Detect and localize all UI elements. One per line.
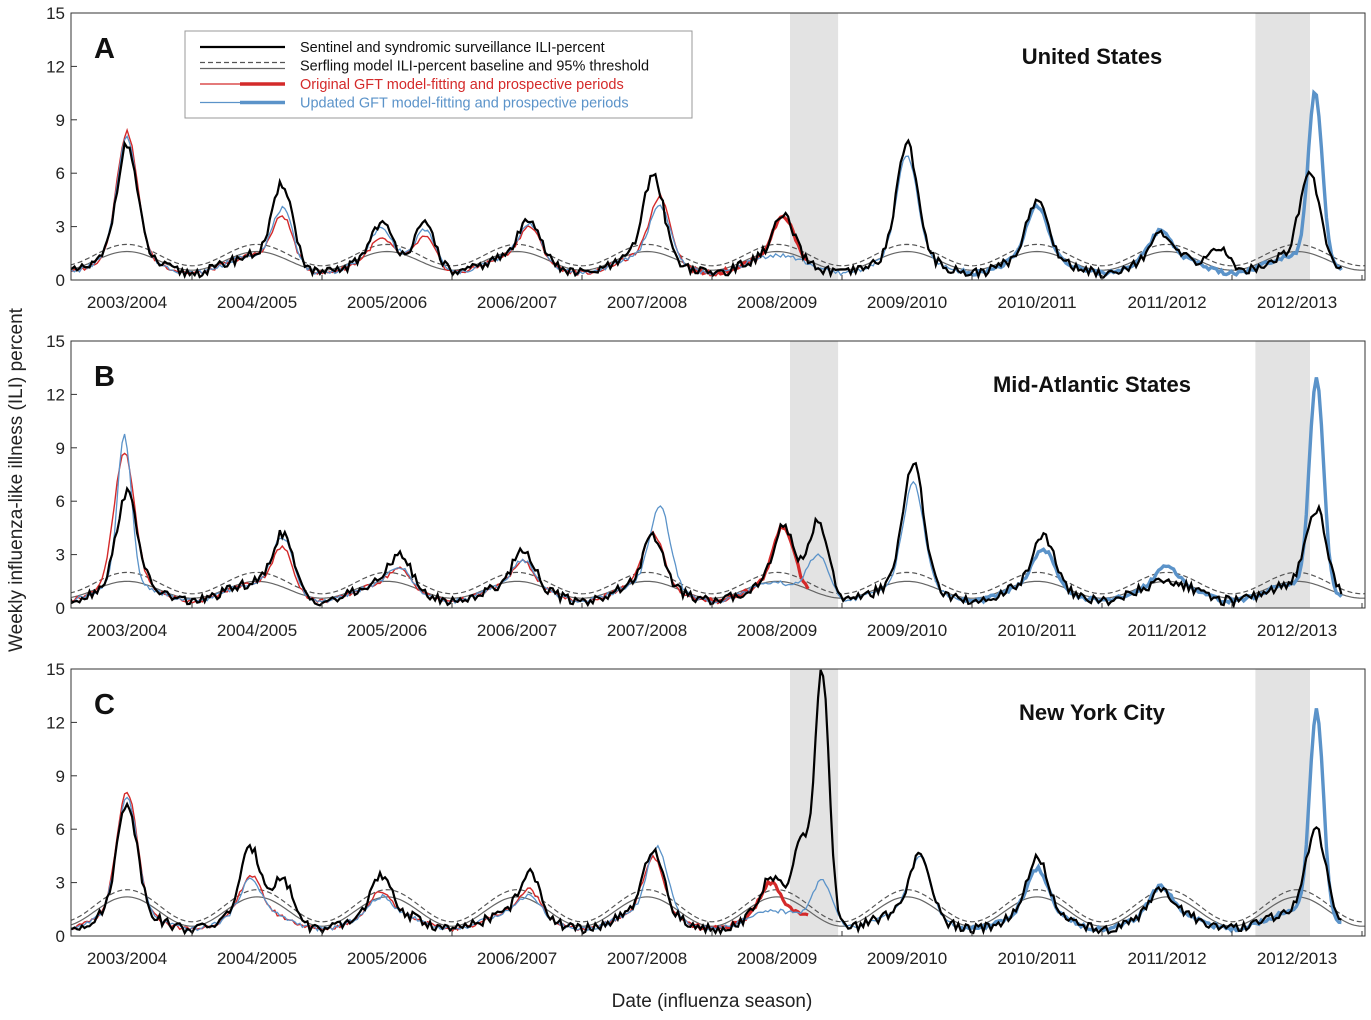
season-label: 2004/2005 [217,949,297,968]
legend-label: Updated GFT model-fitting and prospectiv… [300,96,629,112]
y-tick-label: 15 [46,332,65,351]
season-label: 2009/2010 [867,949,947,968]
y-tick-label: 3 [56,874,65,893]
pandemic-shade-0 [790,13,839,280]
season-label: 2011/2012 [1127,621,1206,640]
gft-original-fitting-line [71,791,689,932]
season-label: 2005/2006 [347,949,427,968]
y-tick-label: 0 [56,927,65,946]
y-tick-label: 3 [56,546,65,565]
y-tick-label: 12 [46,57,65,76]
panel-letter: A [94,33,115,65]
season-label: 2011/2012 [1127,293,1206,312]
season-label: 2008/2009 [737,949,817,968]
panels: 0 3 6 9 12 15 2003/2004 2004/2005 2005/2006 2006/… [46,4,1366,968]
season-label: 2007/2008 [607,293,687,312]
y-tick-label: 12 [46,713,65,732]
panel-a: 0 3 6 9 12 15 2003/2004 2004/2005 2005/2006 2006/… [46,4,1366,312]
season-label: 2003/2004 [87,293,167,312]
y-tick-label: 12 [46,385,65,404]
surveillance-line [71,669,1342,936]
pandemic-shade-1 [1255,13,1310,280]
y-tick-label: 15 [46,4,65,23]
season-label: 2006/2007 [477,949,557,968]
region-title: United States [1022,44,1163,69]
season-label: 2010/2011 [997,293,1076,312]
season-label: 2003/2004 [87,949,167,968]
serfling-baseline-line [71,896,1365,927]
panel-c: 0 3 6 9 12 15 2003/2004 2004/2005 2005/2006 2006/… [46,660,1366,968]
season-label: 2008/2009 [737,621,817,640]
surveillance-line [71,461,1343,608]
panel-letter: C [94,689,115,721]
region-title: Mid-Atlantic States [993,372,1191,397]
season-label: 2004/2005 [217,621,297,640]
season-label: 2005/2006 [347,621,427,640]
season-label: 2007/2008 [607,949,687,968]
season-label: 2010/2011 [997,621,1076,640]
season-label: 2004/2005 [217,293,297,312]
y-tick-label: 9 [56,767,65,786]
y-tick-label: 3 [56,218,65,237]
legend-label: Serfling model ILI-percent baseline and … [300,59,649,75]
plot-frame [70,668,1366,937]
serfling-threshold-line [71,889,1365,923]
region-title: New York City [1019,700,1166,725]
panel-b: 0 3 6 9 12 15 2003/2004 2004/2005 2005/2006 2006/… [46,332,1366,640]
y-tick-label: 6 [56,492,65,511]
season-label: 2010/2011 [997,949,1076,968]
legend: Sentinel and syndromic surveillance ILI-… [184,30,693,119]
season-label: 2006/2007 [477,293,557,312]
plot-frame [70,12,1366,281]
gft-updated-prospective-line [959,708,1342,934]
season-label: 2006/2007 [477,621,557,640]
panel-letter: B [94,361,115,393]
legend-label: Sentinel and syndromic surveillance ILI-… [300,40,605,56]
season-label: 2012/2013 [1257,949,1337,968]
y-tick-label: 0 [56,599,65,618]
y-tick-label: 9 [56,111,65,130]
season-label: 2011/2012 [1127,949,1206,968]
y-tick-label: 9 [56,439,65,458]
season-label: 2012/2013 [1257,621,1337,640]
season-label: 2012/2013 [1257,293,1337,312]
x-axis-title: Date (influenza season) [612,991,813,1012]
season-label: 2005/2006 [347,293,427,312]
y-tick-label: 0 [56,271,65,290]
season-label: 2009/2010 [867,621,947,640]
y-tick-label: 6 [56,164,65,183]
season-label: 2008/2009 [737,293,817,312]
legend-label: Original GFT model-fitting and prospecti… [300,77,624,93]
y-axis-title: Weekly influenza-like illness (ILI) perc… [6,307,27,652]
surveillance-line [71,138,1343,280]
season-label: 2007/2008 [607,621,687,640]
season-label: 2009/2010 [867,293,947,312]
season-label: 2003/2004 [87,621,167,640]
plot-frame [70,340,1366,609]
y-tick-label: 6 [56,820,65,839]
y-tick-label: 15 [46,660,65,679]
